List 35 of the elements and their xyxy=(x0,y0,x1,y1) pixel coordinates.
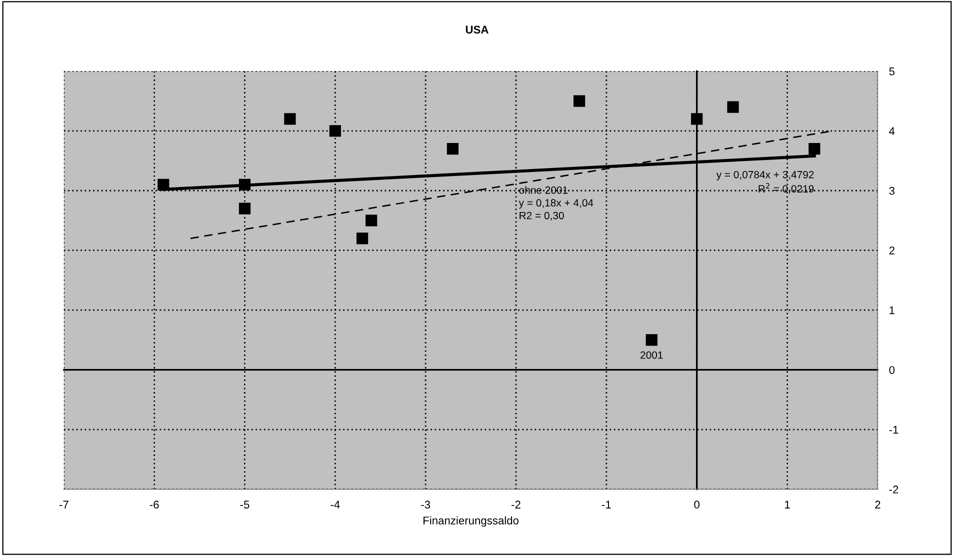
x-tick-label: -3 xyxy=(421,500,430,509)
y-tick-label: 5 xyxy=(889,68,895,76)
point xyxy=(646,334,658,346)
point xyxy=(238,178,251,190)
chart-title: USA xyxy=(466,26,488,34)
point xyxy=(356,232,368,244)
y-tick-label: 1 xyxy=(890,306,894,314)
point xyxy=(727,101,739,113)
annotation: 2001 xyxy=(640,351,663,359)
x-tick-label: -2 xyxy=(512,500,520,508)
point xyxy=(366,214,378,226)
y-tick-label: 3 xyxy=(889,186,894,195)
point xyxy=(446,143,459,155)
point xyxy=(808,143,820,155)
y-tick-label: 2 xyxy=(889,246,894,254)
x-tick-label: -6 xyxy=(150,500,159,509)
x-tick-label: -1 xyxy=(602,500,611,508)
x-tick-label: 2 xyxy=(875,500,880,508)
point xyxy=(329,125,341,137)
y-tick-label: -1 xyxy=(889,426,898,434)
y-tick-label: 4 xyxy=(889,127,895,135)
x-tick-label: -5 xyxy=(240,500,250,509)
x-tick-label: -7 xyxy=(59,500,68,508)
x-axis-title: Finanzierungssaldo xyxy=(424,516,519,527)
point xyxy=(284,113,296,125)
point xyxy=(238,202,251,214)
x-tick-label: -4 xyxy=(330,500,340,508)
x-tick-label: 0 xyxy=(694,500,700,509)
annotation: ohne 2001 y = 0,18x + 4,04 R2 = 0,30 xyxy=(518,186,594,220)
x-tick-label: 1 xyxy=(785,500,790,508)
point xyxy=(158,178,170,190)
y-tick-label: -2 xyxy=(889,486,898,494)
point xyxy=(573,95,586,107)
y-tick-label: 0 xyxy=(889,366,895,374)
point xyxy=(691,113,703,125)
